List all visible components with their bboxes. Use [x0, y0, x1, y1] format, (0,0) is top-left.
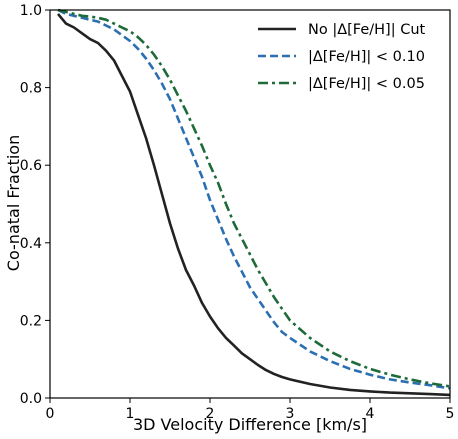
x-tick-label: 4 — [366, 406, 375, 422]
legend-label-1: No |Δ[Fe/H]| Cut — [308, 22, 426, 38]
series-line-1 — [56, 13, 451, 397]
y-tick-label: 1.0 — [20, 3, 42, 19]
x-axis-label: 3D Velocity Difference [km/s] — [133, 415, 367, 434]
y-tick-label: 0.2 — [20, 313, 42, 329]
y-tick-label: 0.0 — [20, 391, 42, 407]
x-tick-label: 5 — [446, 406, 455, 422]
y-tick-label: 0.6 — [20, 158, 42, 174]
y-axis-label-group: Co-natal Fraction — [4, 135, 23, 271]
series-line-3 — [57, 8, 451, 388]
y-axis-label: Co-natal Fraction — [4, 135, 23, 271]
plot-area: 0 1 2 3 4 5 0.0 0.2 0.4 0.6 0.8 1.0 No |Δ[Fe/H]| Cut… — [20, 3, 455, 422]
x-tick-label: 2 — [206, 406, 215, 422]
y-tick-label: 0.4 — [20, 236, 42, 252]
x-tick-label: 3 — [286, 406, 295, 422]
legend: No |Δ[Fe/H]| Cut |Δ[Fe/H]| < 0.10 |Δ[Fe/H]… — [258, 22, 426, 92]
x-tick-label: 1 — [126, 406, 135, 422]
plot-frame — [49, 9, 451, 399]
y-tick-label: 0.8 — [20, 81, 42, 97]
x-tick-label: 0 — [46, 406, 55, 422]
series-line-2 — [57, 8, 451, 390]
legend-label-3: |Δ[Fe/H]| < 0.05 — [308, 76, 425, 92]
legend-label-2: |Δ[Fe/H]| < 0.10 — [308, 49, 425, 65]
